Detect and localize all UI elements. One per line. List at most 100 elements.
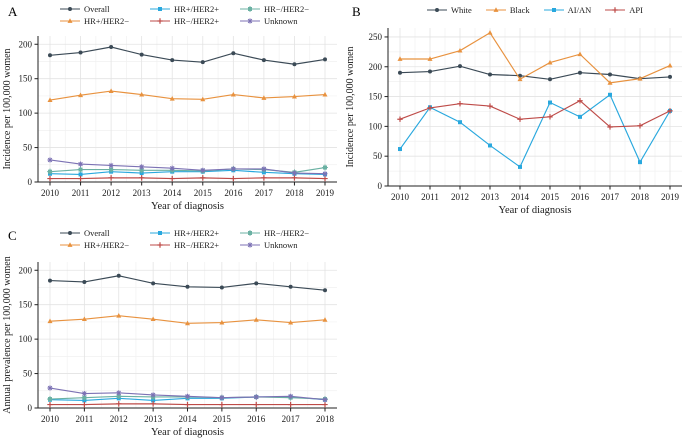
svg-text:2013: 2013 (144, 414, 163, 424)
svg-text:200: 200 (369, 62, 383, 72)
svg-text:150: 150 (369, 92, 383, 102)
legend-label: Overall (84, 228, 110, 238)
svg-text:2017: 2017 (255, 188, 274, 198)
panel-c-label: C (8, 228, 17, 243)
svg-text:2018: 2018 (631, 192, 650, 202)
legend-item: HR+/HER2− (60, 15, 136, 27)
svg-text:250: 250 (369, 32, 383, 42)
legend-marker-icon (240, 18, 260, 24)
series (397, 98, 673, 130)
panel-b-legend: White Black AI/AN API (388, 4, 682, 16)
legend-label: Unknown (264, 16, 298, 26)
panel-c-plot: 0 50 100 150 200 2010 2011 2012 2013 2014 2015 2016… (2, 256, 337, 438)
svg-text:2010: 2010 (41, 414, 60, 424)
legend-item: Unknown (240, 15, 316, 27)
legend-marker-icon (605, 7, 626, 13)
series (47, 175, 328, 182)
grid-minor (38, 36, 337, 182)
legend-label: HR+/HER2− (84, 16, 130, 26)
axes (34, 262, 337, 412)
series (398, 64, 672, 82)
series (47, 313, 328, 326)
svg-text:Year of diagnosis: Year of diagnosis (151, 427, 224, 438)
legend-marker-icon (150, 7, 170, 11)
svg-text:100: 100 (369, 121, 383, 131)
legend-item: HR+/HER2+ (150, 3, 226, 15)
legend-marker-icon (150, 18, 170, 24)
svg-text:2015: 2015 (213, 414, 232, 424)
series (48, 45, 327, 67)
legend-item: AI/AN (543, 4, 591, 16)
legend-marker-icon (60, 231, 80, 235)
axes (384, 28, 682, 190)
svg-text:2012: 2012 (102, 188, 120, 198)
legend-label: HR+/HER2+ (174, 228, 220, 238)
svg-text:2019: 2019 (316, 188, 335, 198)
legend-label: White (451, 5, 472, 15)
svg-text:2016: 2016 (571, 192, 590, 202)
svg-text:2014: 2014 (511, 192, 530, 202)
axis-labels: 0 50 100 150 200 250 2010 2011 2012 2013 2014 2015 2… (345, 32, 680, 216)
legend-marker-icon (240, 6, 260, 12)
svg-text:2011: 2011 (76, 414, 94, 424)
svg-text:2017: 2017 (282, 414, 301, 424)
svg-text:0: 0 (378, 181, 383, 191)
svg-text:2010: 2010 (391, 192, 410, 202)
svg-text:2018: 2018 (316, 414, 335, 424)
grid-minor (388, 28, 682, 186)
panel-b-label: B (352, 4, 361, 19)
svg-text:2019: 2019 (661, 192, 680, 202)
svg-text:100: 100 (19, 108, 33, 118)
series (397, 30, 673, 85)
panel-a-label: A (8, 4, 18, 19)
svg-text:2010: 2010 (41, 188, 60, 198)
svg-text:200: 200 (19, 265, 33, 275)
svg-text:2012: 2012 (451, 192, 469, 202)
svg-text:2014: 2014 (179, 414, 198, 424)
svg-text:Year of diagnosis: Year of diagnosis (151, 201, 224, 212)
series (47, 401, 328, 408)
series (47, 88, 328, 102)
svg-text:150: 150 (19, 74, 33, 84)
svg-text:150: 150 (19, 300, 33, 310)
legend-label: HR−/HER2− (264, 4, 310, 14)
legend-item: HR−/HER2− (240, 3, 316, 15)
svg-text:50: 50 (23, 143, 33, 153)
svg-text:0: 0 (28, 403, 33, 413)
axis-labels: 0 50 100 150 200 2010 2011 2012 2013 2014 2015 2016… (2, 256, 335, 438)
series (47, 157, 328, 177)
svg-text:2014: 2014 (163, 188, 182, 198)
legend-marker-icon (150, 242, 170, 248)
legend-item: Overall (60, 227, 136, 239)
series (48, 273, 327, 293)
legend-item: White (427, 4, 472, 16)
svg-text:100: 100 (19, 334, 33, 344)
svg-text:50: 50 (373, 151, 383, 161)
legend-label: HR−/HER2− (264, 228, 310, 238)
panel-a: A Overall HR+/HER2+ HR−/HER2− HR+/HER2− HR−/… (0, 0, 342, 222)
legend-label: HR−/HER2+ (174, 240, 220, 250)
legend-marker-icon (240, 230, 260, 236)
svg-text:Annual prevalence per 100,000: Annual prevalence per 100,000 women (2, 256, 13, 413)
panel-c: C Overall HR+/HER2+ HR−/HER2− HR+/HER2− HR−/… (0, 222, 342, 443)
svg-text:2016: 2016 (224, 188, 243, 198)
svg-text:2017: 2017 (601, 192, 620, 202)
legend-label: API (629, 5, 643, 15)
panel-b-plot: 0 50 100 150 200 250 2010 2011 2012 2013 2014 2015 2… (345, 28, 682, 216)
series (47, 385, 328, 403)
legend-label: Black (509, 5, 530, 15)
svg-text:Incidence per 100,000 women: Incidence per 100,000 women (2, 48, 13, 169)
svg-text:2011: 2011 (421, 192, 439, 202)
grid-major (38, 262, 337, 409)
legend-item: API (605, 4, 643, 16)
axes (34, 36, 337, 186)
legend-item: HR−/HER2+ (150, 15, 226, 27)
legend-item: HR+/HER2− (60, 239, 136, 251)
panel-a-legend: Overall HR+/HER2+ HR−/HER2− HR+/HER2− HR−/HE… (38, 3, 338, 27)
legend-item: Black (485, 4, 530, 16)
svg-text:2016: 2016 (247, 414, 266, 424)
legend-label: HR+/HER2+ (174, 4, 220, 14)
legend-item: Overall (60, 3, 136, 15)
legend-marker-icon (60, 7, 80, 11)
